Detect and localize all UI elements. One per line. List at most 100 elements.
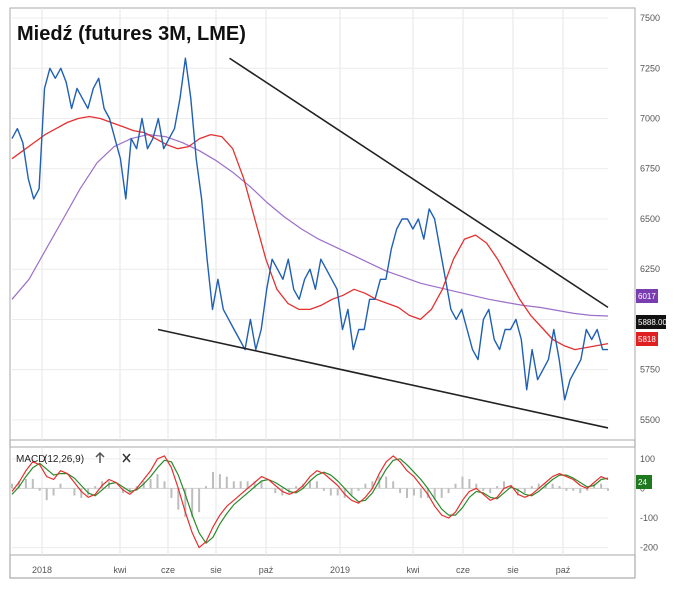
macd-histogram-bar [343,488,346,498]
macd-histogram-bar [253,481,256,489]
price-panel-background [9,7,636,441]
macd-histogram-bar [482,488,485,491]
macd-histogram-bar [163,481,166,489]
x-tick-label: paź [259,565,274,575]
macd-histogram-bar [45,488,48,501]
x-tick-label: 2019 [330,565,350,575]
macd-histogram-bar [87,488,90,496]
up-arrow-icon[interactable] [95,451,105,463]
macd-histogram-bar [149,479,152,489]
price-axis-labels: 550057506000625065006750700072507500 [640,13,660,425]
short-ma-badge-box [636,332,658,346]
macd-histogram-bar [572,488,575,491]
macd-histogram-bar [135,486,138,489]
macd-histogram-bar [309,481,311,489]
trendlines [157,57,609,429]
macd-grid [12,447,608,555]
macd-histogram-bar [406,488,408,498]
macd-histogram-bar [461,476,464,489]
macd-histogram-bar [212,471,214,489]
close-icon[interactable] [122,453,131,463]
macd-histogram-bar [315,481,318,489]
macd-histogram-bar [52,488,55,496]
macd-histogram-bar [225,476,228,489]
macd-histogram-bar [24,479,27,489]
macd-histogram-bar [232,481,235,489]
macd-histogram-bar [80,488,83,498]
macd-series-line-macd [11,455,609,549]
macd-histogram-bar [503,481,505,489]
macd-histogram-bar [329,488,332,496]
macd-histogram-bar [142,481,145,489]
macd-legend-params: (12,26,9) [44,454,84,465]
macd-histogram-bar [260,481,263,489]
price-y-tick-label: 6750 [640,164,660,174]
macd-histogram-bar [385,476,388,489]
up-arrow-icon-shape [95,451,105,463]
macd-y-tick-label: -200 [640,543,658,553]
price-y-tick-label: 7000 [640,114,660,124]
macd-y-tick-label: -100 [640,513,658,523]
macd-histogram-bar [205,486,207,489]
macd-histogram-bar [523,488,526,494]
macd-histogram-bar [551,483,554,489]
macd-histogram-bar [59,483,62,489]
macd-histogram-bar [413,488,415,496]
macd-histogram-bar [94,486,97,489]
macd-histogram-bar [516,488,519,496]
long-ma-badge: 6017 [636,289,658,303]
macd-histogram-bar [31,479,34,489]
macd-histogram-bar [607,488,609,491]
price-y-tick-label: 7500 [640,13,660,23]
close-icon-shape [122,453,131,463]
short-ma-badge-value: 5818 [638,335,656,344]
macd-histogram-bar [170,488,173,498]
x-tick-label: paź [556,565,571,575]
macd-series [11,455,609,549]
macd-histogram-bar [350,488,353,496]
macd-panel-background [9,446,636,556]
macd-histogram-bar [399,488,402,494]
price-badge-value: 5888.00 [638,318,667,327]
macd-histogram-bar [177,488,180,510]
macd-histogram-bar [579,488,582,494]
macd-histogram-bar [496,486,499,489]
price-y-tick-label: 7250 [640,63,660,73]
macd-badge-value: 24 [638,478,647,487]
macd-histogram-bar [392,481,395,489]
x-tick-label: cze [456,565,470,575]
price-series [11,57,609,401]
macd-histogram-bar [191,488,194,517]
macd-histogram-bar [336,488,339,496]
price-badge: 5888.00 [636,315,667,329]
price-grid [12,8,608,440]
price-series-line-long-moving-average [11,134,609,317]
macd-histogram-bar [419,488,422,498]
macd-histogram-bar [17,481,20,489]
macd-histogram-bar [295,486,298,489]
price-y-tick-label: 5750 [640,365,660,375]
x-tick-label: 2018 [32,565,52,575]
macd-badge: 24 [636,475,652,489]
macd-panel: 1000-100-200 MACD (12,26,9) 24 [9,446,658,556]
macd-badge-box [636,475,652,489]
price-series-line-price [11,57,608,401]
x-axis-labels: 2018 kwi cze sie paź 2019 kwi cze sie paź [32,565,571,575]
macd-histogram-bar [600,483,603,489]
macd-histogram-bar [239,481,242,489]
macd-histogram-bar [440,488,443,498]
macd-histogram-bar [108,481,110,489]
macd-histogram-bar [38,488,41,491]
macd-histogram-bar [475,483,478,489]
macd-histogram-bar [156,474,159,489]
macd-histogram-bar [322,488,325,491]
price-badge-box [636,315,666,329]
long-ma-badge-value: 6017 [638,292,656,301]
macd-histogram-bar [121,488,124,494]
chart-title: Miedź (futures 3M, LME) [17,23,246,45]
long-ma-badge-box [636,289,658,303]
macd-histogram-bar [530,486,533,489]
price-series-line-short-moving-average [11,115,609,351]
macd-histogram-bar [433,488,436,501]
